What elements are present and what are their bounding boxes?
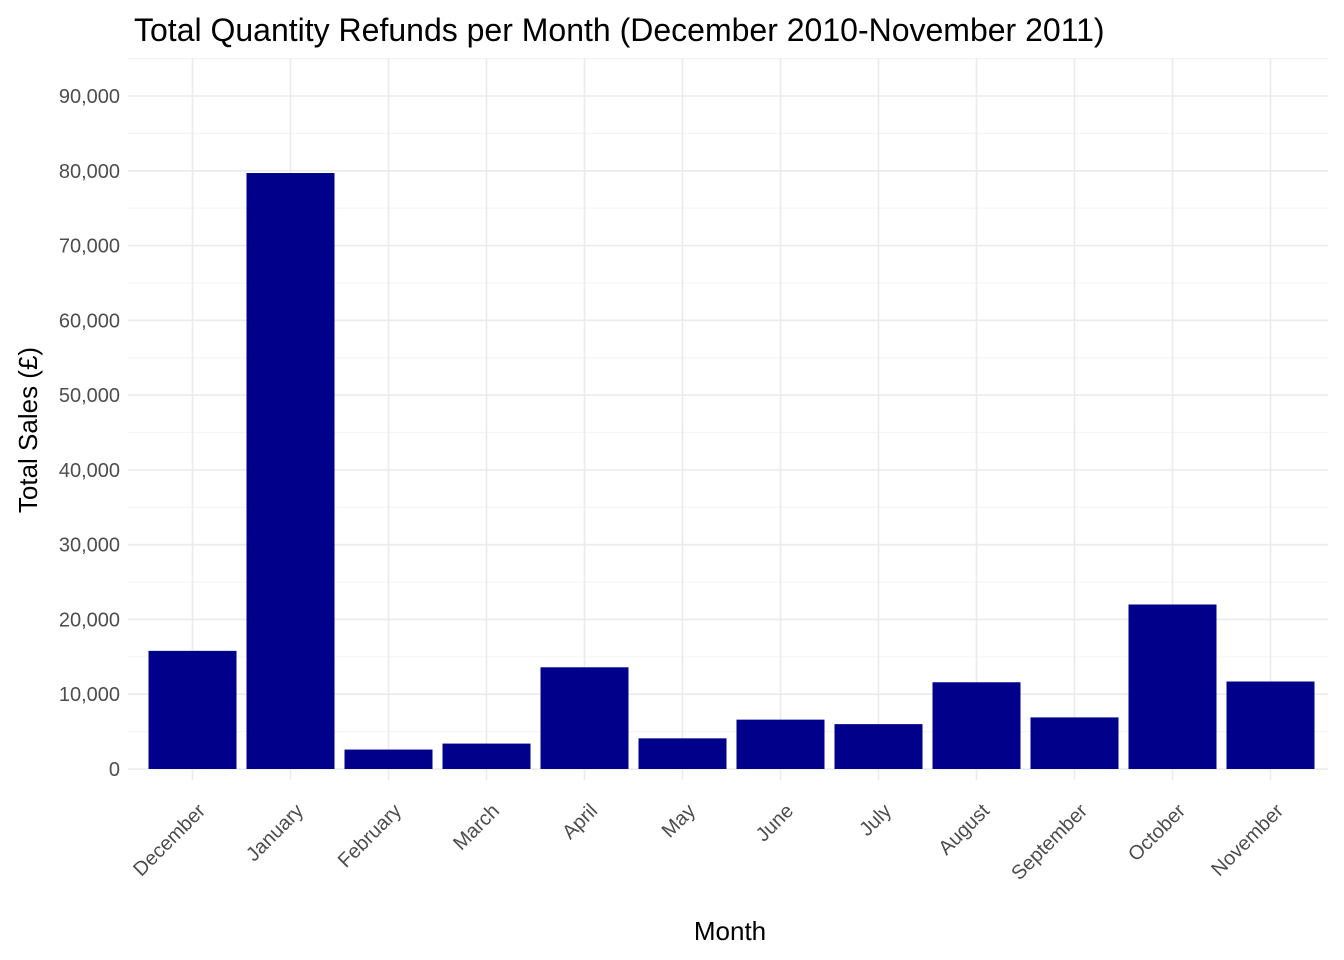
bar-november <box>1226 681 1315 769</box>
chart-title: Total Quantity Refunds per Month (Decemb… <box>134 12 1105 48</box>
y-axis-tick-labels: 0 10,000 20,000 30,000 40,000 50,000 60,000 70,… <box>59 86 120 781</box>
x-tick-label: March <box>449 800 504 855</box>
y-tick-label: 10,000 <box>59 684 120 706</box>
y-tick-label: 90,000 <box>59 86 120 108</box>
x-axis-title: Month <box>694 916 766 946</box>
bar-september <box>1030 717 1119 769</box>
y-tick-label: 30,000 <box>59 535 120 557</box>
bars <box>148 173 1315 769</box>
x-tick-label: April <box>558 800 602 844</box>
x-tick-label: November <box>1207 800 1288 881</box>
y-tick-label: 70,000 <box>59 236 120 258</box>
bar-april <box>540 667 629 769</box>
y-tick-label: 40,000 <box>59 460 120 482</box>
x-tick-label: June <box>752 800 798 846</box>
bar-august <box>932 682 1021 769</box>
bar-june <box>736 719 825 769</box>
y-tick-label: 80,000 <box>59 161 120 183</box>
y-tick-label: 50,000 <box>59 385 120 407</box>
x-tick-label: September <box>1007 800 1092 885</box>
bar-july <box>834 724 923 769</box>
bar-february <box>344 749 433 769</box>
bar-march <box>442 743 531 769</box>
x-tick-label: May <box>658 800 700 842</box>
y-axis-title: Total Sales (£) <box>13 347 43 513</box>
bar-january <box>246 173 335 769</box>
x-tick-label: July <box>855 800 896 841</box>
x-tick-label: February <box>334 800 406 872</box>
bar-may <box>638 738 727 769</box>
bar-december <box>148 650 237 769</box>
y-tick-label: 0 <box>109 759 120 781</box>
x-tick-label: October <box>1124 800 1190 866</box>
y-tick-label: 60,000 <box>59 310 120 332</box>
x-tick-label: August <box>934 800 994 860</box>
x-axis-tick-labels: December January February March April May June… <box>129 800 1288 885</box>
x-tick-label: January <box>242 800 308 866</box>
bar-october <box>1128 604 1217 769</box>
x-tick-label: December <box>129 800 210 881</box>
y-tick-label: 20,000 <box>59 609 120 631</box>
